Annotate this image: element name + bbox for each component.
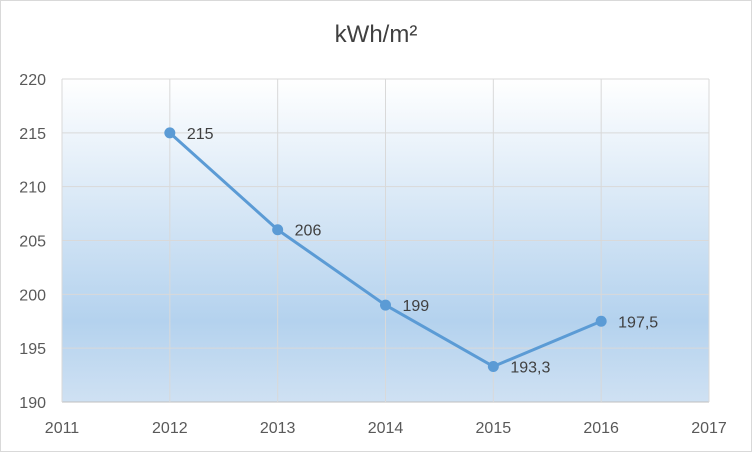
y-tick-label: 190 (19, 395, 46, 412)
data-points (164, 127, 607, 372)
x-tick-label: 2013 (260, 420, 296, 437)
data-point (595, 315, 607, 327)
data-point (380, 299, 391, 311)
data-point (487, 360, 499, 372)
x-tick-label: 2015 (476, 420, 512, 437)
x-tick-label: 2017 (691, 420, 727, 437)
y-tick-label: 205 (19, 234, 46, 251)
x-tick-label: 2012 (152, 420, 188, 437)
data-label: 206 (295, 223, 322, 240)
data-label: 197,5 (618, 314, 658, 331)
y-tick-label: 210 (19, 180, 46, 197)
x-axis-ticks: 2011 2012 2013 2014 2015 2016 2017 (45, 420, 727, 437)
data-label: 215 (187, 126, 214, 143)
data-label: 199 (403, 298, 430, 315)
y-tick-label: 215 (19, 126, 46, 143)
x-tick-label: 2011 (45, 420, 80, 437)
y-tick-label: 200 (19, 287, 46, 304)
data-labels: 215 206 199 193,3 197,5 (187, 126, 658, 377)
gridlines (61, 78, 710, 403)
y-axis-ticks: 190 195 200 205 210 215 220 (19, 72, 46, 412)
data-point (164, 127, 176, 139)
y-tick-label: 220 (19, 72, 46, 89)
x-tick-label: 2014 (368, 420, 404, 437)
data-point (272, 224, 284, 236)
data-label: 193,3 (510, 359, 550, 376)
y-tick-label: 195 (19, 341, 46, 358)
x-tick-label: 2016 (583, 420, 619, 437)
chart-title: kWh/m² (334, 21, 418, 48)
